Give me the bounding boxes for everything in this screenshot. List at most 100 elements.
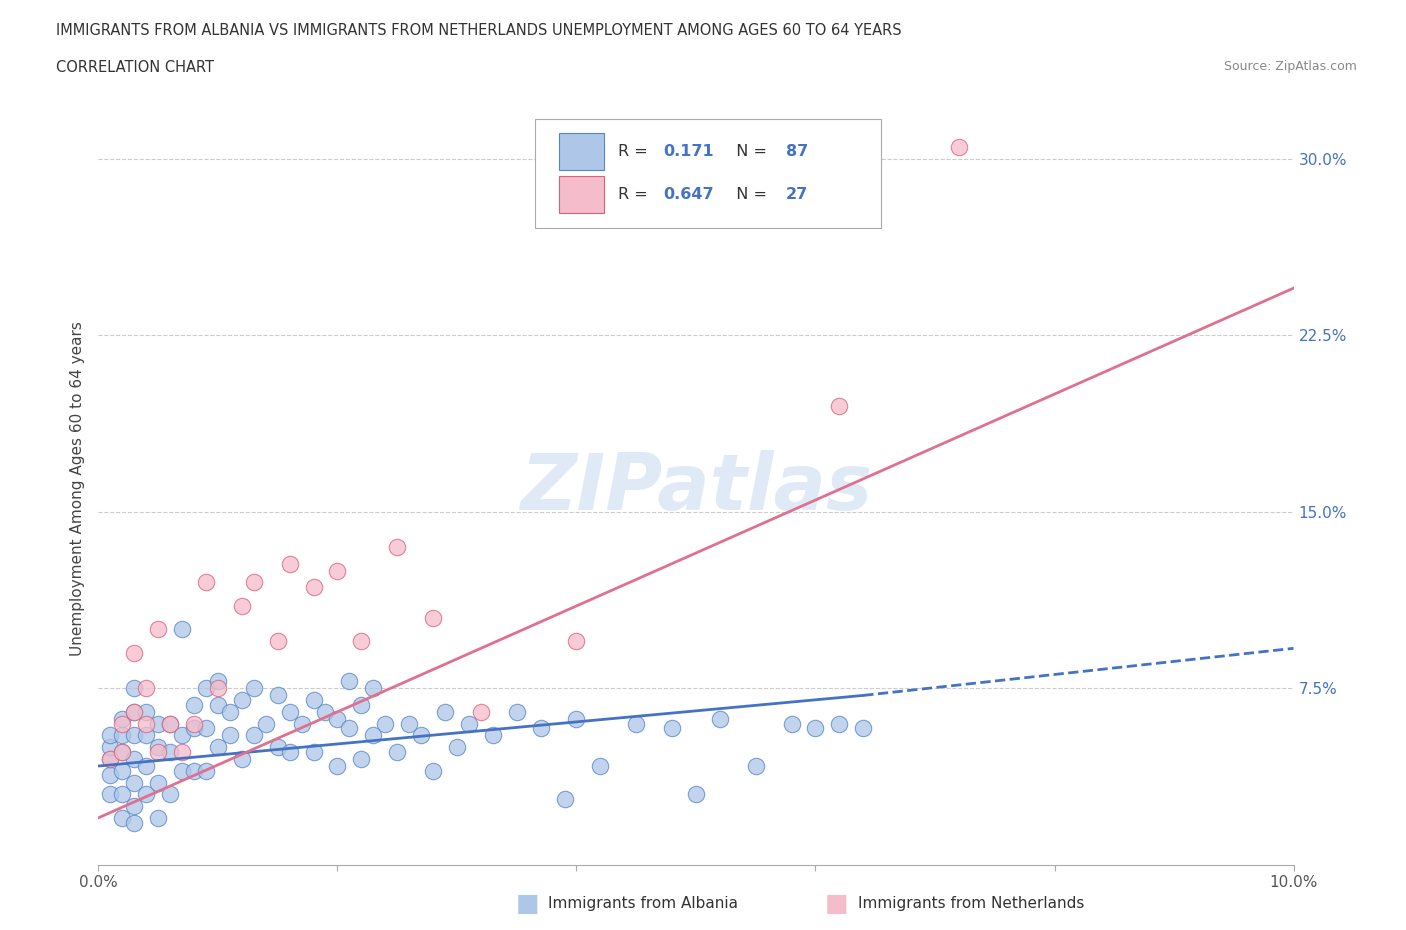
Point (148, 739, 170, 754)
Y-axis label: Unemployment Among Ages 60 to 64 years: Unemployment Among Ages 60 to 64 years (69, 321, 84, 656)
Point (422, 610, 444, 625)
Point (207, 698, 229, 712)
Bar (558, 177, 605, 213)
Point (98, 751, 122, 766)
Point (124, 775, 146, 790)
Point (172, 728, 194, 743)
Text: 87: 87 (786, 144, 808, 159)
Point (398, 716, 420, 731)
Point (589, 759, 612, 774)
Point (207, 739, 229, 754)
Point (207, 681, 229, 696)
Point (458, 716, 481, 731)
Point (434, 704, 457, 719)
Point (422, 764, 444, 778)
Point (267, 634, 290, 649)
Text: Immigrants from Netherlands: Immigrants from Netherlands (858, 897, 1084, 911)
Point (363, 681, 385, 696)
Point (278, 704, 301, 719)
Point (554, 791, 576, 806)
Point (148, 745, 170, 760)
Point (148, 716, 170, 731)
Point (111, 810, 134, 825)
Point (159, 787, 181, 802)
Point (135, 681, 157, 696)
Point (135, 716, 157, 731)
Point (804, 721, 827, 736)
FancyBboxPatch shape (534, 119, 882, 229)
Point (339, 721, 361, 736)
Point (124, 704, 146, 719)
Point (124, 815, 146, 830)
Point (195, 575, 218, 590)
Bar (558, 133, 605, 169)
Point (350, 698, 373, 712)
Point (98, 751, 122, 766)
Point (661, 721, 683, 736)
Point (111, 745, 134, 760)
Point (98, 728, 122, 743)
Point (135, 704, 157, 719)
Point (207, 674, 229, 689)
Point (111, 716, 134, 731)
Point (183, 716, 205, 731)
Point (183, 698, 205, 712)
Point (278, 745, 301, 760)
Point (172, 764, 194, 778)
Point (135, 759, 157, 774)
Text: R =: R = (619, 144, 654, 159)
Point (267, 688, 290, 703)
Point (231, 751, 253, 766)
Text: ■: ■ (516, 892, 538, 916)
Point (124, 645, 146, 660)
Point (111, 728, 134, 743)
Point (231, 599, 253, 614)
Text: ■: ■ (825, 892, 848, 916)
Point (685, 787, 707, 802)
Point (124, 728, 146, 743)
Point (148, 622, 170, 637)
Point (219, 728, 242, 743)
Point (111, 764, 134, 778)
Point (243, 575, 266, 590)
Point (267, 739, 290, 754)
Point (506, 704, 529, 719)
Point (374, 716, 396, 731)
Text: ZIPatlas: ZIPatlas (520, 450, 872, 526)
Point (852, 721, 875, 736)
Point (111, 711, 134, 726)
Text: N =: N = (725, 144, 772, 159)
Point (302, 745, 325, 760)
Point (446, 739, 468, 754)
Point (530, 721, 553, 736)
Point (111, 745, 134, 760)
Point (172, 745, 194, 760)
Point (124, 751, 146, 766)
Point (565, 634, 588, 649)
Point (302, 579, 325, 594)
Point (148, 810, 170, 825)
Text: Source: ZipAtlas.com: Source: ZipAtlas.com (1223, 60, 1357, 73)
Point (291, 716, 314, 731)
Point (135, 787, 157, 802)
Point (135, 728, 157, 743)
Point (385, 539, 409, 554)
Point (172, 622, 194, 637)
Point (195, 764, 218, 778)
Point (470, 704, 492, 719)
Text: R =: R = (619, 187, 654, 202)
Point (111, 787, 134, 802)
Text: IMMIGRANTS FROM ALBANIA VS IMMIGRANTS FROM NETHERLANDS UNEMPLOYMENT AMONG AGES 6: IMMIGRANTS FROM ALBANIA VS IMMIGRANTS FR… (56, 23, 901, 38)
Text: Immigrants from Albania: Immigrants from Albania (548, 897, 738, 911)
Text: 27: 27 (786, 187, 808, 202)
Point (315, 704, 337, 719)
Point (148, 775, 170, 790)
Point (278, 556, 301, 571)
Point (159, 716, 181, 731)
Point (195, 721, 218, 736)
Point (231, 693, 253, 708)
Point (219, 704, 242, 719)
Point (709, 711, 731, 726)
Point (195, 681, 218, 696)
Point (411, 728, 433, 743)
